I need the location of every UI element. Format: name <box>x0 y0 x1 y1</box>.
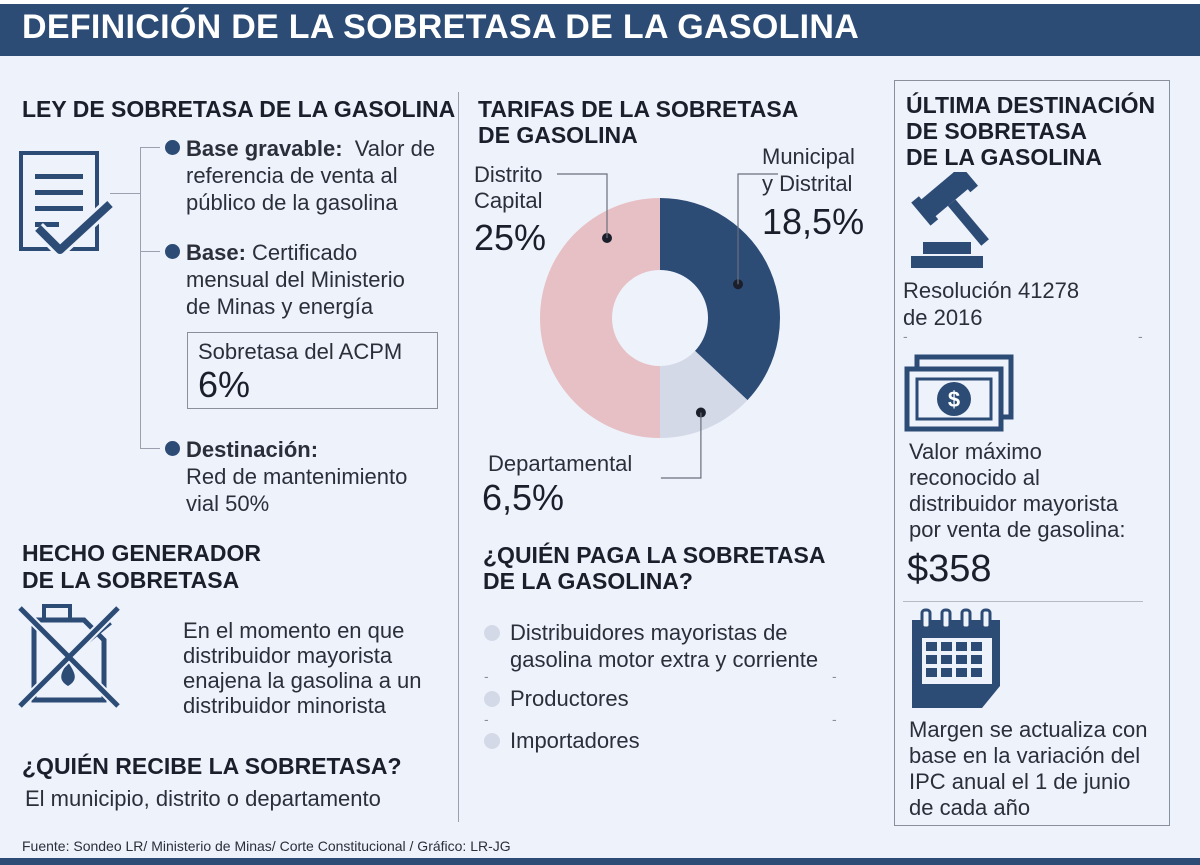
calendar-icon <box>912 608 1000 708</box>
value-municipal: 18,5% <box>762 201 864 242</box>
resolucion-text: Resolución 41278 <box>903 278 1080 303</box>
bullet <box>165 140 180 155</box>
bullet <box>165 441 180 456</box>
paga-item: Distribuidores mayoristas de <box>510 620 788 645</box>
valor-text: por venta de gasolina: <box>909 517 1126 542</box>
banknote-icon: $ <box>904 354 1014 432</box>
column-divider <box>458 92 459 822</box>
margen-text: Margen se actualiza con <box>909 717 1148 742</box>
ley-title: LEY DE SOBRETASA DE LA GASOLINA <box>22 96 456 122</box>
bullet <box>484 691 500 707</box>
paga-title: DE LA GASOLINA? <box>483 568 693 594</box>
footer-bar <box>0 858 1200 865</box>
recibe-title: ¿QUIÉN RECIBE LA SOBRETASA? <box>22 753 402 779</box>
separator-tick: - <box>832 668 837 684</box>
value-distrito-capital: 25% <box>474 217 546 258</box>
connector <box>140 147 160 148</box>
margen-text: de cada año <box>909 795 1031 820</box>
separator-tick: - <box>484 711 489 727</box>
base-label: Base: <box>186 240 246 265</box>
base-gravable: Base gravable: Valor de <box>186 136 436 161</box>
label-municipal: y Distrital <box>762 171 852 196</box>
svg-text:$: $ <box>948 387 960 412</box>
acpm-box <box>187 332 438 409</box>
tarifas-title: DE GASOLINA <box>478 122 638 148</box>
hecho-text: distribuidor minorista <box>183 693 386 718</box>
bullet <box>484 733 500 749</box>
leader-line <box>557 173 608 238</box>
hecho-text: distribuidor mayorista <box>183 643 393 668</box>
paga-item: gasolina motor extra y corriente <box>510 647 819 672</box>
ultima-title: DE SOBRETASA <box>906 118 1088 144</box>
label-distrito-capital: Capital <box>474 188 542 213</box>
hecho-title: DE LA SOBRETASA <box>22 567 240 593</box>
hecho-title: HECHO GENERADOR <box>22 540 261 566</box>
base-text: mensual del Ministerio <box>186 267 405 292</box>
margen-text: IPC anual el 1 de junio <box>909 769 1131 794</box>
header-bar <box>0 0 1200 56</box>
separator-tick: - <box>484 668 489 684</box>
donut-slice-municipal-y-distrital <box>660 198 780 401</box>
tarifas-title: TARIFAS DE LA SOBRETASA <box>478 96 799 122</box>
page-title: DEFINICIÓN DE LA SOBRETASA DE LA GASOLIN… <box>22 8 860 46</box>
bullet <box>484 625 500 641</box>
donut-slice-departamental <box>660 350 748 438</box>
paga-item: Importadores <box>510 728 640 753</box>
ultima-title: DE LA GASOLINA <box>906 144 1102 170</box>
margen-text: base en la variación del <box>909 743 1141 768</box>
valor-text: reconocido al <box>909 465 1040 490</box>
value-departamental: 6,5% <box>482 477 564 518</box>
destinacion-text: vial 50% <box>186 491 270 516</box>
ultima-panel <box>894 80 1170 826</box>
recibe-text: El municipio, distrito o departamento <box>25 786 381 811</box>
gavel-icon <box>911 172 989 268</box>
hecho-text: enajena la gasolina a un <box>183 668 422 693</box>
hecho-text: En el momento en que <box>183 618 405 643</box>
valor-amount: $358 <box>907 548 992 590</box>
base-gravable-text: referencia de venta al <box>186 163 398 188</box>
source-note: Fuente: Sondeo LR/ Ministerio de Minas/ … <box>22 838 511 854</box>
separator-tick: - <box>903 328 908 344</box>
fuel-can-crossed-icon <box>16 604 122 710</box>
donut-slice-distrito-capital <box>540 198 660 438</box>
label-distrito-capital: Distrito <box>474 162 542 187</box>
acpm-value: 6% <box>198 364 251 405</box>
divider <box>903 601 1143 602</box>
resolucion-text: de 2016 <box>903 305 983 330</box>
paga-item: Productores <box>510 686 629 711</box>
base: Base: Certificado <box>186 240 358 265</box>
base-text: de Minas y energía <box>186 294 374 319</box>
connector <box>140 147 141 449</box>
connector <box>140 448 160 449</box>
valor-text: Valor máximo <box>909 439 1042 464</box>
separator-tick: - <box>1138 328 1143 344</box>
acpm-label: Sobretasa del ACPM <box>198 339 403 364</box>
bullet <box>165 244 180 259</box>
document-check-icon <box>19 151 115 257</box>
paga-title: ¿QUIÉN PAGA LA SOBRETASA <box>483 542 826 568</box>
base-gravable-text: público de la gasolina <box>186 190 398 215</box>
destinacion-label: Destinación: <box>186 437 319 462</box>
ultima-title: ÚLTIMA DESTINACIÓN <box>906 92 1156 118</box>
label-municipal: Municipal <box>762 144 855 169</box>
label-departamental: Departamental <box>488 451 632 476</box>
separator-tick: - <box>832 711 837 727</box>
connector <box>140 251 160 252</box>
leader-line <box>660 412 702 479</box>
leader-line <box>737 173 779 285</box>
connector <box>110 193 140 194</box>
base-gravable-label: Base gravable: <box>186 136 343 161</box>
destinacion-text: Red de mantenimiento <box>186 464 408 489</box>
valor-text: distribuidor mayorista <box>909 491 1119 516</box>
